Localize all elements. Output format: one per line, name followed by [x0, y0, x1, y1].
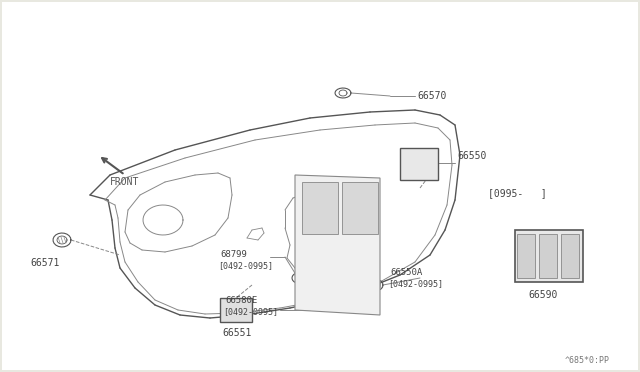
- Text: 68799: 68799: [220, 250, 247, 259]
- Polygon shape: [400, 148, 438, 180]
- Polygon shape: [220, 298, 252, 322]
- Text: [0492-0995]: [0492-0995]: [223, 307, 278, 316]
- Polygon shape: [561, 234, 579, 278]
- Text: 66580E: 66580E: [225, 296, 257, 305]
- Text: 66551: 66551: [222, 328, 252, 338]
- Text: 66550: 66550: [457, 151, 486, 161]
- Text: 66590: 66590: [528, 290, 557, 300]
- Text: 66570: 66570: [417, 91, 446, 101]
- Polygon shape: [517, 234, 535, 278]
- Polygon shape: [302, 182, 338, 234]
- Polygon shape: [539, 234, 557, 278]
- Text: FRONT: FRONT: [110, 177, 140, 187]
- Polygon shape: [515, 230, 583, 282]
- Text: [0492-0995]: [0492-0995]: [388, 279, 443, 288]
- Text: ^685*0:PP: ^685*0:PP: [565, 356, 610, 365]
- Polygon shape: [342, 182, 378, 234]
- Text: [0492-0995]: [0492-0995]: [218, 261, 273, 270]
- Polygon shape: [295, 175, 380, 315]
- Text: [0995-   ]: [0995- ]: [488, 188, 547, 198]
- Text: 66550A: 66550A: [390, 268, 422, 277]
- Text: 66571: 66571: [30, 258, 60, 268]
